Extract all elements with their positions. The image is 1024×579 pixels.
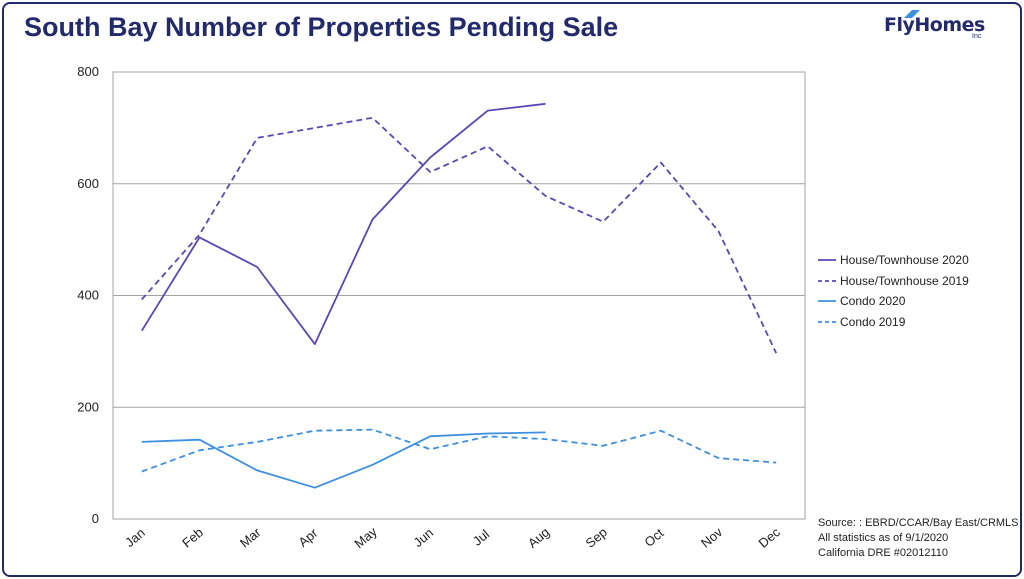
legend-label: House/Townhouse 2019 [840,273,969,288]
legend: House/Townhouse 2020 House/Townhouse 2019… [818,250,969,332]
x-tick-label: Apr [295,525,321,550]
flag-icon [904,10,920,18]
legend-item: House/Townhouse 2020 [818,250,969,271]
x-tick-label: Jan [122,525,148,550]
legend-swatch [818,279,836,282]
x-tick-label: Mar [237,524,264,550]
x-tick-label: Oct [641,525,666,550]
legend-item: Condo 2020 [818,291,969,312]
legend-item: Condo 2019 [818,312,969,333]
logo-text: FlyHomes [884,14,985,36]
y-tick-label: 400 [77,288,99,303]
source-line: Source: : EBRD/CCAR/Bay East/CRMLS [818,517,1019,529]
legend-label: Condo 2019 [840,314,906,329]
y-tick-label: 0 [92,511,99,526]
series-line [141,102,546,346]
x-tick-label: Jun [410,525,436,550]
source-note: Source: : EBRD/CCAR/Bay East/CRMLS All s… [818,516,1019,561]
flyhomes-logo: FlyHomes Inc [884,10,994,44]
x-tick-label: Sep [583,524,610,550]
legend-label: Condo 2020 [840,294,906,309]
legend-swatch [818,320,836,323]
x-tick-label: Jul [470,526,492,548]
y-tick-label: 200 [77,399,99,414]
stats-date-line: All statistics as of 9/1/2020 [818,532,949,544]
legend-label: House/Townhouse 2020 [840,253,969,268]
x-tick-label: Nov [698,524,726,551]
logo-sub: Inc [972,33,982,40]
y-tick-label: 600 [77,176,99,191]
chart-title: South Bay Number of Properties Pending S… [24,12,619,42]
dre-line: California DRE #02012110 [818,547,949,559]
series-line [141,428,777,473]
series-line [141,431,546,489]
x-tick-label: Dec [756,524,784,551]
legend-item: House/Townhouse 2019 [818,271,969,292]
x-tick-label: May [351,524,380,552]
x-tick-label: Aug [525,524,552,550]
legend-swatch [818,259,836,262]
x-tick-label: Feb [179,525,206,551]
series-line [141,116,778,354]
legend-swatch [818,300,836,303]
y-tick-label: 800 [77,64,99,79]
